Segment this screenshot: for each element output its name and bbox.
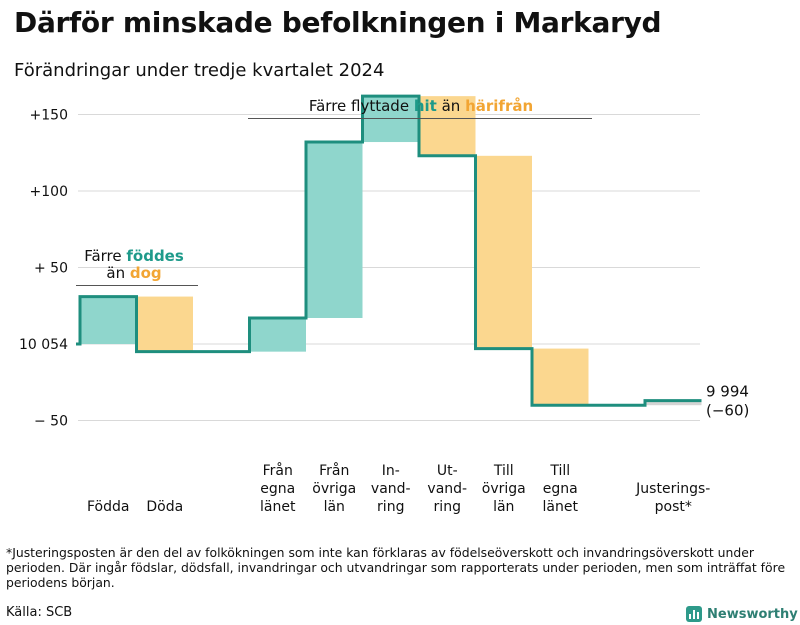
annotation-text-part: hit — [414, 97, 437, 115]
y-tick-label: − 50 — [34, 414, 68, 430]
footnote: *Justeringsposten är den del av folkökni… — [6, 545, 786, 590]
x-category-label: ring — [377, 499, 404, 515]
waterfall-bar — [80, 296, 137, 344]
x-category-label: Från — [319, 462, 349, 479]
x-category-label: län — [493, 499, 514, 515]
waterfall-bar — [645, 400, 702, 406]
annotation-births-deaths: Färre föddes — [84, 247, 184, 265]
cumulative-step-line — [76, 94, 702, 407]
annotation-text-part: härifrån — [465, 97, 533, 115]
y-tick-label: +150 — [30, 108, 68, 124]
chart-title: Därför minskade befolkningen i Markaryd — [14, 6, 662, 39]
x-category-label: övriga — [312, 481, 356, 497]
y-tick-label: + 50 — [34, 261, 68, 277]
annotation-text-part: Färre flyttade — [309, 97, 414, 115]
x-category-label: Till — [549, 463, 570, 479]
x-category-label: egna — [260, 481, 295, 497]
x-category-label: ring — [434, 499, 461, 515]
waterfall-bar — [136, 296, 193, 352]
x-category-label: Ut- — [437, 463, 458, 479]
waterfall-bar — [362, 96, 419, 143]
x-category-label: egna — [543, 481, 578, 497]
x-category-label: län — [324, 499, 345, 515]
x-category-label: övriga — [482, 481, 526, 497]
x-category-label: vand- — [427, 481, 467, 497]
x-category-label: post* — [655, 499, 692, 515]
y-tick-label: 10 054 — [19, 337, 68, 353]
annotation-migration: Färre flyttade hit än härifrån — [309, 97, 533, 115]
waterfall-chart: +150 +100 + 50 10 054 − 50 Födda Döda Från egna l… — [19, 94, 749, 515]
x-category-label: länet — [260, 499, 296, 515]
chart-subtitle: Förändringar under tredje kvartalet 2024 — [14, 60, 385, 81]
annotation-text-part: än — [106, 264, 129, 282]
source-label: Källa: SCB — [6, 605, 73, 620]
annotation-text-part: dog — [130, 264, 162, 282]
waterfall-bar — [249, 317, 306, 352]
x-category-label: Till — [493, 463, 514, 479]
x-category-label: Döda — [146, 499, 183, 515]
x-category-label: Från — [263, 462, 293, 479]
waterfall-bar — [306, 142, 363, 318]
y-tick-label: +100 — [30, 184, 68, 200]
waterfall-bar — [419, 96, 476, 156]
x-category-label: Justerings- — [635, 481, 710, 497]
annotation-births-deaths: än dog — [106, 264, 161, 282]
x-category-label: In- — [382, 463, 400, 479]
brand-logo: Newsworthy — [686, 603, 798, 625]
waterfall-bar — [475, 155, 532, 349]
end-change-label: (−60) — [706, 402, 749, 420]
waterfall-bar — [532, 348, 589, 406]
x-category-label: länet — [543, 499, 579, 515]
annotation-text-part: Färre — [84, 247, 126, 265]
annotation-text-part: föddes — [126, 247, 183, 265]
brand-name: Newsworthy — [707, 606, 798, 622]
bar-chart-icon — [686, 606, 702, 622]
x-category-label: Födda — [87, 499, 129, 515]
end-value-label: 9 994 — [706, 383, 749, 401]
annotation-text-part: än — [437, 97, 465, 115]
x-category-label: vand- — [371, 481, 411, 497]
